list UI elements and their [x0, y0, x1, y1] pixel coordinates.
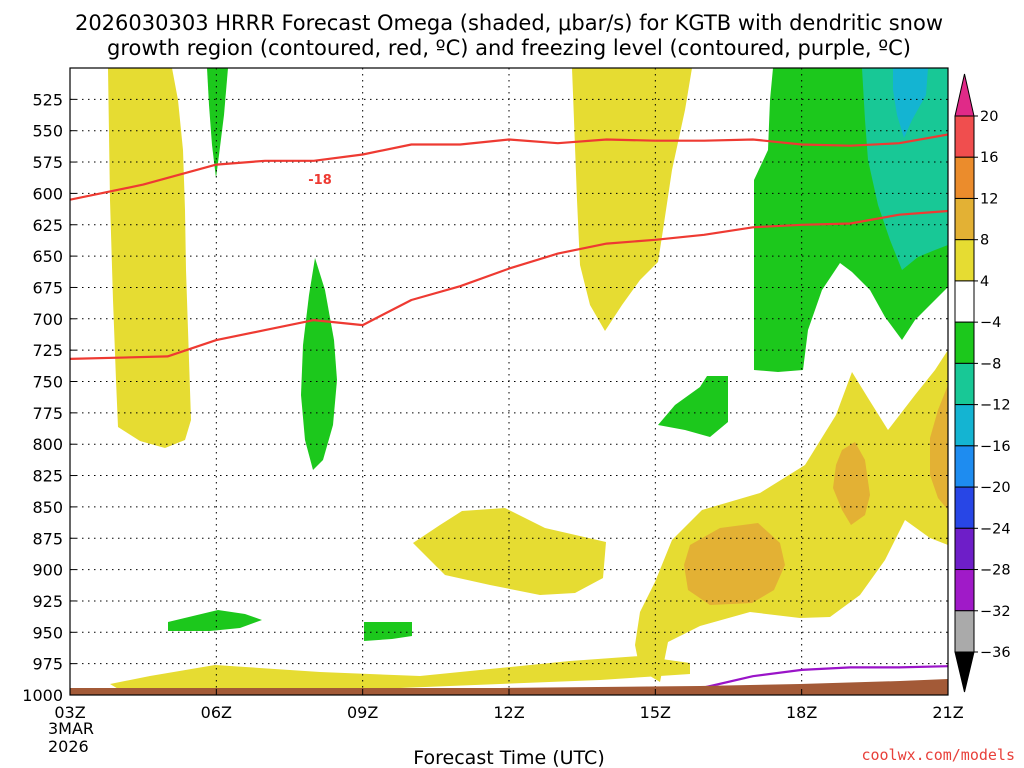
- y-tick-label: 675: [32, 278, 63, 297]
- x-tick-label: 09Z: [347, 703, 378, 722]
- colorbar-segment: [954, 610, 975, 653]
- y-tick-label: 950: [32, 623, 63, 642]
- colorbar-segment: [954, 445, 975, 488]
- colorbar-segment: [954, 280, 975, 323]
- x-tick-label: 12Z: [493, 703, 524, 722]
- contour-line: [70, 133, 948, 201]
- chart-title-line-2: growth region (contoured, red, ºC) and f…: [107, 36, 911, 60]
- credit-label: coolwx.com/models: [861, 746, 1015, 764]
- colorbar-label: −12: [980, 398, 1011, 414]
- y-tick-label: 725: [32, 341, 63, 360]
- x-tick-label: 15Z: [640, 703, 671, 722]
- y-tick-label: 1000: [22, 686, 63, 705]
- colorbar-segment: [954, 239, 975, 282]
- y-tick-label: 525: [32, 90, 63, 109]
- x-tick-label: 03Z: [54, 703, 85, 722]
- colorbar-segment: [954, 362, 975, 406]
- y-tick-label: 650: [32, 247, 63, 266]
- contour-label-background: [308, 171, 332, 187]
- y-tick-label: 550: [32, 122, 63, 141]
- y-tick-label: 925: [32, 592, 63, 611]
- chart-title-line-1: 2026030303 HRRR Forecast Omega (shaded, …: [75, 11, 943, 35]
- x-tick-label: 18Z: [786, 703, 817, 722]
- y-tick-label: 575: [32, 153, 63, 172]
- x-year-label: 2026: [48, 737, 89, 756]
- colorbar-label: −20: [980, 480, 1011, 496]
- y-tick-label: 900: [32, 561, 63, 580]
- x-tick-label: 06Z: [201, 703, 232, 722]
- x-date-label: 3MAR: [48, 719, 94, 738]
- y-tick-label: 775: [32, 404, 63, 423]
- y-tick-label: 700: [32, 310, 63, 329]
- y-tick-label: 600: [32, 184, 63, 203]
- y-tick-label: 975: [32, 655, 63, 674]
- colorbar-segment: [954, 321, 975, 364]
- colorbar-segment: [954, 197, 975, 241]
- colorbar-label: −8: [980, 356, 1001, 372]
- y-axis: 525 550 575 600 625 650 675 700 725 750 775 800 825 8…: [22, 90, 76, 705]
- omega-region-yellow-4: [110, 656, 690, 690]
- terrain-strip: [70, 679, 948, 695]
- colorbar-label: −36: [980, 645, 1011, 661]
- omega-region-yellow-3: [413, 508, 606, 595]
- colorbar-segment: [954, 156, 975, 199]
- y-tick-label: 850: [32, 498, 63, 517]
- colorbar-label: −24: [980, 521, 1011, 537]
- plot-area: [70, 68, 948, 695]
- vertical-gridlines: [215, 68, 803, 695]
- colorbar-segment: [954, 569, 975, 612]
- omega-region-teal-1: [862, 68, 948, 270]
- colorbar-segment: [954, 404, 975, 447]
- colorbar-label: 12: [980, 191, 998, 207]
- omega-region-orange-2: [833, 442, 870, 525]
- x-axis: 03Z 06Z 09Z 12Z 15Z 18Z 21Z: [54, 689, 964, 722]
- x-tick-label: 21Z: [932, 703, 963, 722]
- colorbar-label: 4: [980, 274, 989, 290]
- omega-region-green-5: [658, 376, 728, 437]
- y-tick-label: 625: [32, 216, 63, 235]
- contour-line: [70, 209, 948, 360]
- colorbar-label: 8: [980, 233, 989, 249]
- omega-region-green-3: [168, 610, 262, 631]
- colorbar-label: −16: [980, 439, 1011, 455]
- colorbar-segment: [954, 527, 975, 571]
- colorbar: 20 16 12 8 4 −4 −8 −12 −16 −20 −24 −28 −32 −36: [954, 73, 1011, 693]
- colorbar-segment: [954, 486, 975, 529]
- colorbar-label: −4: [980, 315, 1001, 331]
- colorbar-segment: [954, 115, 975, 158]
- omega-region-yellow-2: [572, 68, 692, 331]
- colorbar-label: 20: [980, 109, 998, 125]
- contour-label-18: -18: [308, 173, 332, 188]
- colorbar-bottom-arrow: [954, 651, 975, 693]
- omega-region-orange-1: [684, 523, 785, 605]
- omega-region-green-4: [364, 622, 412, 641]
- y-tick-label: 800: [32, 435, 63, 454]
- omega-region-yellow-1: [108, 68, 191, 448]
- colorbar-label: −28: [980, 563, 1011, 579]
- y-tick-label: 875: [32, 529, 63, 548]
- y-tick-label: 750: [32, 373, 63, 392]
- omega-region-green-1: [207, 68, 228, 178]
- colorbar-label: 16: [980, 150, 998, 166]
- colorbar-top-arrow: [954, 73, 975, 117]
- omega-region-orange-3: [930, 385, 948, 510]
- y-tick-label: 825: [32, 467, 63, 486]
- omega-region-cyan-1: [893, 68, 928, 138]
- x-axis-title: Forecast Time (UTC): [413, 747, 604, 768]
- omega-region-green-2: [301, 258, 337, 470]
- colorbar-label: −32: [980, 604, 1011, 620]
